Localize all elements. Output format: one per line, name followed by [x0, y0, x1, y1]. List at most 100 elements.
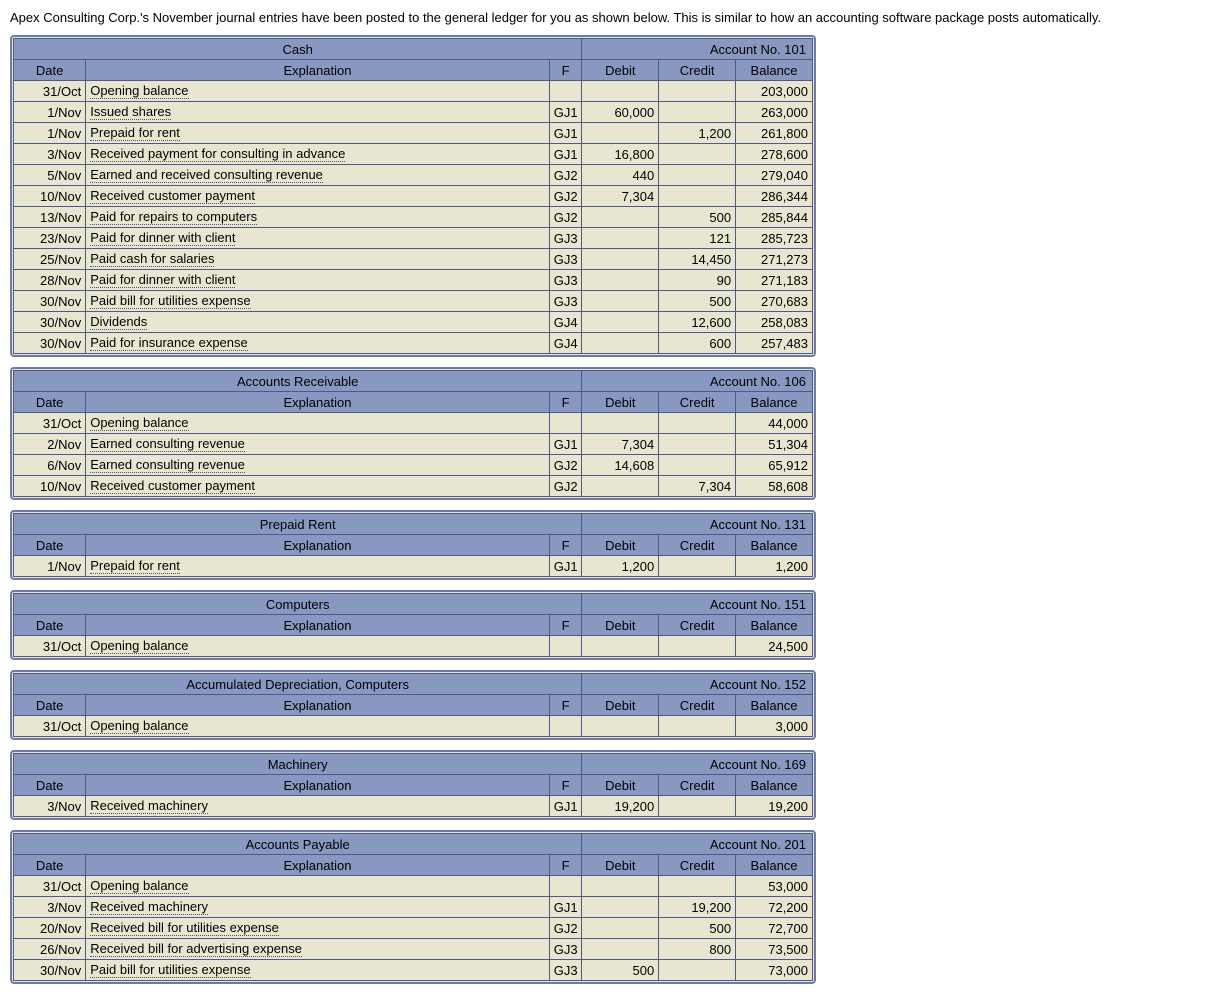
account-number: Account No. 152 [582, 674, 813, 695]
cell-credit [659, 876, 736, 897]
cell-credit [659, 556, 736, 577]
cell-debit [582, 897, 659, 918]
cell-credit: 12,600 [659, 312, 736, 333]
cell-balance: 58,608 [736, 476, 813, 497]
cell-explanation: Received customer payment [86, 186, 550, 207]
cell-credit: 90 [659, 270, 736, 291]
cell-folio: GJ3 [549, 960, 582, 981]
cell-date: 26/Nov [14, 939, 86, 960]
cell-credit [659, 165, 736, 186]
cell-debit: 16,800 [582, 144, 659, 165]
col-header-explanation: Explanation [86, 775, 550, 796]
col-header-debit: Debit [582, 392, 659, 413]
col-header-balance: Balance [736, 775, 813, 796]
table-row: 30/NovDividendsGJ412,600258,083 [14, 312, 813, 333]
col-header-f: F [549, 775, 582, 796]
cell-debit: 440 [582, 165, 659, 186]
col-header-f: F [549, 392, 582, 413]
account-number: Account No. 151 [582, 594, 813, 615]
col-header-balance: Balance [736, 60, 813, 81]
cell-balance: 258,083 [736, 312, 813, 333]
cell-balance: 51,304 [736, 434, 813, 455]
cell-explanation: Earned and received consulting revenue [86, 165, 550, 186]
cell-debit [582, 918, 659, 939]
col-header-credit: Credit [659, 392, 736, 413]
cell-balance: 19,200 [736, 796, 813, 817]
cell-credit [659, 186, 736, 207]
cell-debit [582, 716, 659, 737]
cell-folio: GJ3 [549, 270, 582, 291]
cell-folio: GJ4 [549, 312, 582, 333]
cell-folio: GJ1 [549, 556, 582, 577]
table-row: 31/OctOpening balance53,000 [14, 876, 813, 897]
table-row: 6/NovEarned consulting revenueGJ214,6086… [14, 455, 813, 476]
cell-date: 3/Nov [14, 796, 86, 817]
cell-date: 13/Nov [14, 207, 86, 228]
cell-credit: 500 [659, 918, 736, 939]
account-name: Accounts Payable [14, 834, 582, 855]
cell-folio: GJ1 [549, 144, 582, 165]
cell-balance: 271,273 [736, 249, 813, 270]
cell-folio: GJ4 [549, 333, 582, 354]
col-header-f: F [549, 855, 582, 876]
table-row: 13/NovPaid for repairs to computersGJ250… [14, 207, 813, 228]
cell-credit [659, 716, 736, 737]
cell-credit [659, 81, 736, 102]
cell-debit: 19,200 [582, 796, 659, 817]
ledger-table: Accumulated Depreciation, ComputersAccou… [13, 673, 813, 737]
ledger-account: ComputersAccount No. 151DateExplanationF… [10, 590, 816, 660]
cell-explanation: Paid for insurance expense [86, 333, 550, 354]
cell-date: 31/Oct [14, 716, 86, 737]
col-header-credit: Credit [659, 855, 736, 876]
col-header-credit: Credit [659, 615, 736, 636]
cell-debit: 500 [582, 960, 659, 981]
table-row: 31/OctOpening balance3,000 [14, 716, 813, 737]
cell-date: 25/Nov [14, 249, 86, 270]
cell-debit [582, 939, 659, 960]
cell-balance: 53,000 [736, 876, 813, 897]
cell-debit [582, 270, 659, 291]
cell-date: 3/Nov [14, 144, 86, 165]
cell-credit: 14,450 [659, 249, 736, 270]
cell-explanation: Prepaid for rent [86, 123, 550, 144]
cell-balance: 271,183 [736, 270, 813, 291]
cell-date: 20/Nov [14, 918, 86, 939]
cell-balance: 72,200 [736, 897, 813, 918]
col-header-date: Date [14, 615, 86, 636]
cell-explanation: Issued shares [86, 102, 550, 123]
cell-debit [582, 476, 659, 497]
cell-debit [582, 207, 659, 228]
cell-date: 10/Nov [14, 186, 86, 207]
table-row: 25/NovPaid cash for salariesGJ314,450271… [14, 249, 813, 270]
col-header-date: Date [14, 855, 86, 876]
col-header-explanation: Explanation [86, 695, 550, 716]
cell-credit: 7,304 [659, 476, 736, 497]
account-name: Prepaid Rent [14, 514, 582, 535]
cell-date: 1/Nov [14, 102, 86, 123]
cell-explanation: Paid bill for utilities expense [86, 291, 550, 312]
cell-debit [582, 413, 659, 434]
cell-date: 31/Oct [14, 413, 86, 434]
cell-debit: 14,608 [582, 455, 659, 476]
col-header-credit: Credit [659, 695, 736, 716]
col-header-date: Date [14, 695, 86, 716]
ledgers-container: CashAccount No. 101DateExplanationFDebit… [10, 35, 1211, 984]
cell-balance: 72,700 [736, 918, 813, 939]
table-row: 31/OctOpening balance24,500 [14, 636, 813, 657]
cell-credit [659, 796, 736, 817]
cell-debit [582, 636, 659, 657]
col-header-date: Date [14, 60, 86, 81]
cell-explanation: Opening balance [86, 636, 550, 657]
cell-date: 1/Nov [14, 556, 86, 577]
cell-date: 3/Nov [14, 897, 86, 918]
cell-explanation: Opening balance [86, 876, 550, 897]
cell-folio: GJ2 [549, 918, 582, 939]
cell-credit: 800 [659, 939, 736, 960]
col-header-balance: Balance [736, 392, 813, 413]
cell-balance: 203,000 [736, 81, 813, 102]
cell-date: 5/Nov [14, 165, 86, 186]
account-name: Cash [14, 39, 582, 60]
table-row: 2/NovEarned consulting revenueGJ17,30451… [14, 434, 813, 455]
table-row: 23/NovPaid for dinner with clientGJ31212… [14, 228, 813, 249]
cell-folio: GJ2 [549, 186, 582, 207]
